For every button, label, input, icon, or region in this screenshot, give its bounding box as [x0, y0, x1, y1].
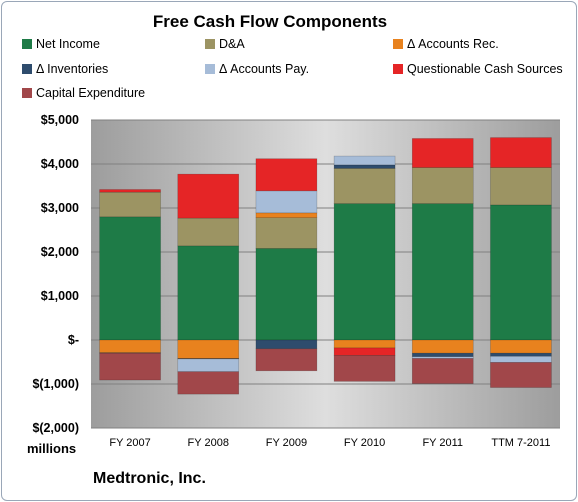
legend-swatch: [22, 39, 32, 49]
bar-segment: [177, 339, 240, 359]
bar-segment: [411, 167, 474, 204]
legend-swatch: [22, 64, 32, 74]
legend-swatch: [393, 64, 403, 74]
legend-label: Capital Expenditure: [36, 86, 146, 100]
y-tick-label: $1,000: [41, 289, 79, 303]
legend-item-questionable-cash: Questionable Cash Sources: [393, 62, 563, 76]
y-axis: $(2,000) $(1,000) $- $1,000 $2,000 $3,000 $4,0…: [32, 113, 79, 435]
bar-segment: [411, 203, 474, 341]
gridlines: [91, 119, 560, 429]
x-tick-label: FY 2008: [188, 437, 229, 449]
bar-segment: [333, 339, 396, 349]
bar-segment: [255, 348, 318, 372]
bar-segment: [411, 138, 474, 168]
bar-segment: [333, 347, 396, 356]
x-axis: FY 2007 FY 2008 FY 2009 FY 2010 FY 2011 TTM 7…: [109, 437, 550, 449]
y-tick-label: $5,000: [41, 113, 79, 127]
x-tick-label: FY 2007: [109, 437, 150, 449]
bar-segment: [490, 204, 552, 341]
bar-segment: [255, 339, 318, 350]
chart-title: Free Cash Flow Components: [152, 12, 388, 31]
bar-segment: [490, 167, 552, 206]
bar-segment: [177, 217, 240, 247]
legend-item-net-income: Net Income: [22, 37, 100, 51]
bar-segment: [333, 155, 396, 166]
bar-segment: [99, 216, 161, 341]
bars: [99, 137, 552, 395]
bar-segment: [490, 355, 552, 363]
bar-segment: [411, 339, 474, 354]
bar-segment: [255, 248, 318, 341]
legend-swatch: [205, 39, 215, 49]
legend-item-inventories: Δ Inventories: [22, 62, 108, 76]
bar-segment: [333, 168, 396, 204]
bar-segment: [411, 352, 474, 358]
legend-label: D&A: [219, 37, 245, 51]
bar-segment: [490, 352, 552, 357]
legend-swatch: [22, 88, 32, 98]
bar-segment: [99, 191, 161, 218]
legend-item-accounts-rec: Δ Accounts Rec.: [393, 37, 499, 51]
bar-segment: [177, 173, 240, 219]
bar-segment: [255, 212, 318, 218]
legend-swatch: [205, 64, 215, 74]
plot-area: [91, 120, 560, 428]
y-tick-label: $2,000: [41, 245, 79, 259]
bar-segment: [411, 358, 474, 384]
bar-segment: [99, 189, 161, 193]
y-tick-label: $-: [68, 333, 79, 347]
y-tick-label: $4,000: [41, 157, 79, 171]
bar-segment: [99, 339, 161, 354]
company-name: Medtronic, Inc.: [93, 470, 206, 487]
legend-label: Δ Accounts Rec.: [407, 37, 499, 51]
bar-segment: [333, 164, 396, 169]
bar-segment: [333, 355, 396, 382]
y-axis-unit-label: millions: [27, 441, 77, 456]
bar-segment: [255, 158, 318, 192]
x-tick-label: FY 2010: [344, 437, 385, 449]
bar-segment: [255, 217, 318, 249]
legend-label: Δ Inventories: [36, 62, 109, 76]
legend-item-capital-expenditure: Capital Expenditure: [22, 86, 145, 100]
bar-segment: [490, 137, 552, 168]
x-tick-label: FY 2011: [422, 437, 463, 449]
y-tick-label: $(2,000): [32, 421, 79, 435]
legend-item-da: D&A: [205, 37, 245, 51]
bar-segment: [490, 339, 552, 354]
bar-segment: [177, 358, 240, 372]
legend-item-accounts-pay: Δ Accounts Pay.: [205, 62, 309, 76]
bar-segment: [177, 371, 240, 395]
y-tick-label: $3,000: [41, 201, 79, 215]
bar-segment: [177, 245, 240, 341]
legend-label: Δ Accounts Pay.: [219, 62, 310, 76]
bar-segment: [333, 203, 396, 341]
x-tick-label: FY 2009: [266, 437, 307, 449]
legend-label: Net Income: [36, 37, 100, 51]
x-tick-label: TTM 7-2011: [491, 437, 550, 449]
y-tick-label: $(1,000): [32, 377, 79, 391]
legend-swatch: [393, 39, 403, 49]
bar-segment: [99, 352, 161, 381]
legend-label: Questionable Cash Sources: [407, 62, 563, 76]
bar-segment: [255, 190, 318, 214]
bar-segment: [490, 362, 552, 388]
